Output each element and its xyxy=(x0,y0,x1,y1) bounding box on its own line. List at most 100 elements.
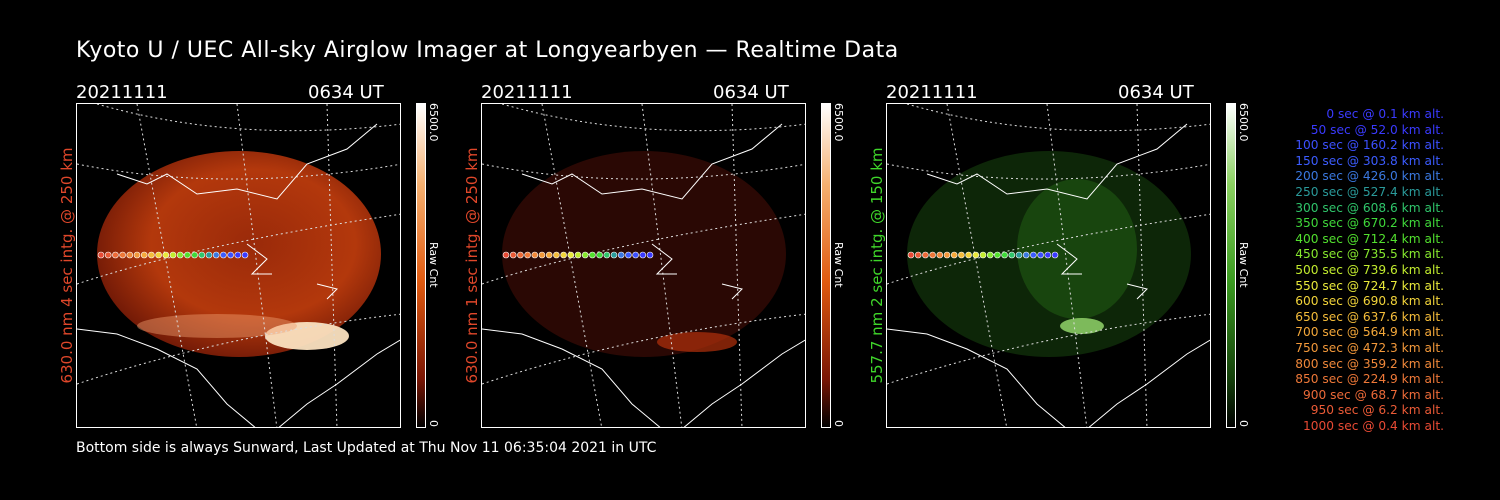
panel-3-colorbar-min: 0 xyxy=(1237,420,1250,427)
panel-1-channel-label: 630.0 nm 4 sec intg. @ 250 km xyxy=(58,147,76,384)
track-point xyxy=(560,251,567,259)
legend-item: 100 sec @ 160.2 km alt. xyxy=(1295,138,1444,153)
airglow-bright-region xyxy=(1017,179,1137,319)
track-point xyxy=(176,251,184,259)
track-point xyxy=(191,251,198,259)
track-point xyxy=(198,251,206,259)
track-point xyxy=(155,251,162,259)
track-point xyxy=(169,251,177,259)
legend-item: 500 sec @ 739.6 km alt. xyxy=(1295,262,1444,277)
track-point xyxy=(1008,251,1016,259)
panel-2-colorbar xyxy=(821,103,831,428)
coastlines xyxy=(482,123,805,427)
track-point xyxy=(581,251,589,259)
track-point xyxy=(509,251,517,259)
altitude-time-legend: 0 sec @ 0.1 km alt. 50 sec @ 52.0 km alt.… xyxy=(1262,107,1444,434)
track-point xyxy=(184,251,191,259)
track-point xyxy=(119,251,126,259)
track-point xyxy=(994,251,1001,259)
legend-item: 250 sec @ 527.4 km alt. xyxy=(1295,184,1444,199)
legend-item: 150 sec @ 303.8 km alt. xyxy=(1295,153,1444,168)
legend-item: 400 sec @ 712.4 km alt. xyxy=(1295,231,1444,246)
panel-3-colorbar-max: 6500.0 xyxy=(1237,103,1250,142)
panel-2-colorbar-unit: Raw Cnt xyxy=(832,242,845,288)
panel-1-colorbar-max: 6500.0 xyxy=(427,103,440,142)
track-point xyxy=(922,251,929,259)
track-point xyxy=(227,251,234,259)
bright-aurora xyxy=(265,322,349,350)
track-point xyxy=(1022,251,1030,259)
panel-2-date: 20211111 xyxy=(481,82,573,103)
legend-item: 950 sec @ 6.2 km alt. xyxy=(1310,403,1444,418)
track-point xyxy=(907,251,915,259)
legend-item: 450 sec @ 735.5 km alt. xyxy=(1295,247,1444,262)
track-point xyxy=(639,251,647,259)
track-point xyxy=(234,251,242,259)
bright-aurora xyxy=(657,332,737,352)
track-point xyxy=(531,251,539,259)
track-point xyxy=(133,251,141,259)
track-point xyxy=(205,251,213,259)
graticule xyxy=(77,104,400,427)
track-point xyxy=(545,251,553,259)
track-point xyxy=(1030,251,1037,259)
track-point xyxy=(610,251,618,259)
track-point xyxy=(574,251,582,259)
graticule xyxy=(482,104,805,427)
panel-2-channel-label: 630.0 nm 1 sec intg. @ 250 km xyxy=(463,147,481,384)
legend-item: 550 sec @ 724.7 km alt. xyxy=(1295,278,1444,293)
panel-3-allsky-map xyxy=(887,104,1210,427)
track-point xyxy=(148,251,155,259)
legend-item: 850 sec @ 224.9 km alt. xyxy=(1295,372,1444,387)
panel-3-date: 20211111 xyxy=(886,82,978,103)
track-point xyxy=(1037,251,1044,259)
legend-item: 750 sec @ 472.3 km alt. xyxy=(1295,340,1444,355)
footer-note: Bottom side is always Sunward, Last Upda… xyxy=(76,440,657,456)
track-point xyxy=(958,251,965,259)
track-point xyxy=(936,251,944,259)
track-point xyxy=(646,251,654,259)
legend-item: 800 sec @ 359.2 km alt. xyxy=(1295,356,1444,371)
track-point xyxy=(972,251,980,259)
track-point xyxy=(979,251,987,259)
page-title: Kyoto U / UEC All-sky Airglow Imager at … xyxy=(76,38,899,63)
track-point xyxy=(617,251,625,259)
legend-item: 700 sec @ 564.9 km alt. xyxy=(1295,325,1444,340)
track-point xyxy=(220,251,227,259)
track-point xyxy=(212,251,220,259)
panel-3-image xyxy=(886,103,1211,428)
coastlines xyxy=(77,123,400,427)
track-point xyxy=(943,251,951,259)
legend-item: 200 sec @ 426.0 km alt. xyxy=(1295,169,1444,184)
track-point xyxy=(929,251,936,259)
track-point xyxy=(241,251,249,259)
track-point xyxy=(517,251,524,259)
track-point xyxy=(632,251,639,259)
panel-1-image xyxy=(76,103,401,428)
track-point xyxy=(567,251,575,259)
coastlines xyxy=(887,123,1210,427)
panel-1-colorbar xyxy=(416,103,426,428)
panel-2-colorbar-max: 6500.0 xyxy=(832,103,845,142)
track-point xyxy=(104,251,112,259)
panel-3-time: 0634 UT xyxy=(1118,82,1194,103)
track-point xyxy=(965,251,972,259)
track-point xyxy=(126,251,134,259)
panel-1-time: 0634 UT xyxy=(308,82,384,103)
legend-item: 0 sec @ 0.1 km alt. xyxy=(1326,107,1444,121)
panel-2-image xyxy=(481,103,806,428)
satellite-track xyxy=(502,251,654,259)
panel-1-allsky-map xyxy=(77,104,400,427)
legend-item: 1000 sec @ 0.4 km alt. xyxy=(1303,418,1444,433)
panel-1-colorbar-unit: Raw Cnt xyxy=(427,242,440,288)
track-point xyxy=(97,251,105,259)
track-point xyxy=(502,251,510,259)
legend-item: 350 sec @ 670.2 km alt. xyxy=(1295,216,1444,231)
track-point xyxy=(538,251,546,259)
track-point xyxy=(589,251,596,259)
panel-1-date: 20211111 xyxy=(76,82,168,103)
legend-item: 50 sec @ 52.0 km alt. xyxy=(1310,122,1444,137)
graticule xyxy=(887,104,1210,427)
legend-item: 650 sec @ 637.6 km alt. xyxy=(1295,309,1444,324)
track-point xyxy=(625,251,632,259)
